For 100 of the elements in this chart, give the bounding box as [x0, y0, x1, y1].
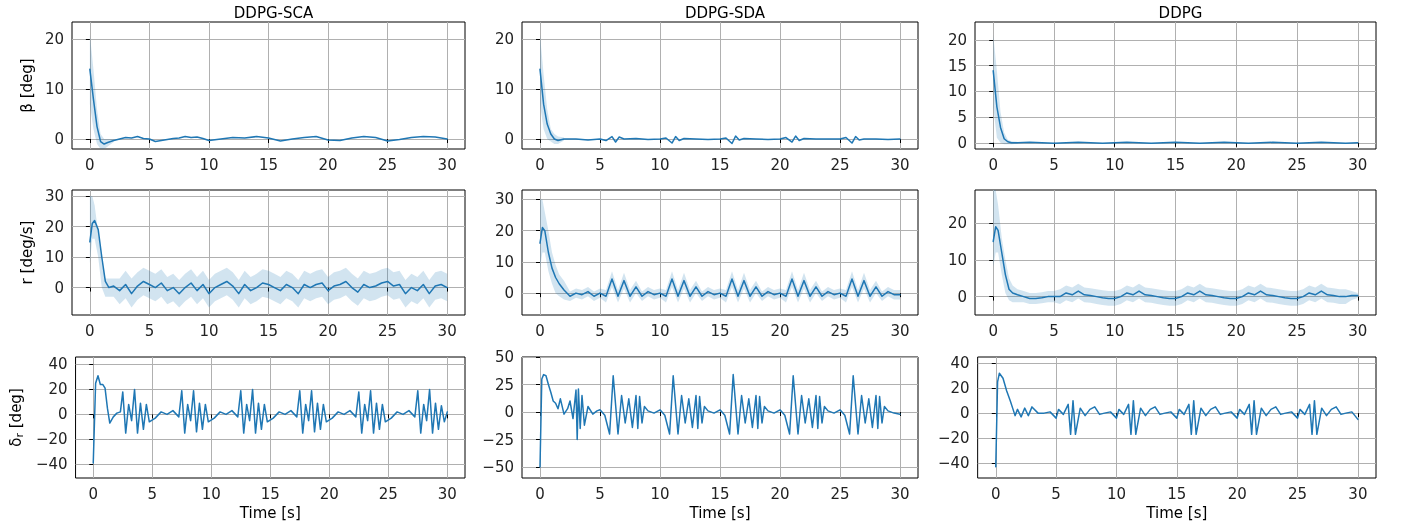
x-tick-label: 30 [437, 484, 457, 503]
y-tick-label: 0 [960, 404, 970, 423]
x-tick-label: 10 [1105, 155, 1125, 174]
x-tick-label: 5 [595, 155, 605, 174]
y-tick-label: 0 [54, 278, 64, 297]
x-tick-label: 15 [710, 155, 730, 174]
y-tick-label: 0 [58, 405, 68, 424]
x-tick-label: 0 [988, 321, 998, 340]
y-tick-label: 20 [494, 221, 514, 240]
y-tick-label: 0 [54, 130, 64, 149]
x-tick-label: 30 [1348, 484, 1368, 503]
y-tick-label: 10 [947, 82, 967, 101]
y-tick-label: 25 [494, 375, 514, 394]
y-tick-label: 20 [950, 379, 970, 398]
x-tick-label: 5 [595, 484, 605, 503]
line-series [992, 226, 1359, 300]
x-tick-label: 5 [144, 321, 155, 340]
chart-title: DDPG-SCA [233, 3, 314, 22]
x-tick-label: 0 [85, 321, 95, 340]
x-tick-label: 25 [1287, 484, 1308, 503]
x-tick-label: 10 [201, 484, 221, 503]
y-tick-label: 40 [950, 354, 970, 373]
y-tick-label: 5 [957, 108, 967, 127]
x-axis-title: Time [s] [688, 504, 751, 523]
line-series [539, 68, 901, 145]
line-series [89, 219, 448, 295]
x-tick-label: 0 [535, 484, 545, 503]
x-tick-label: 20 [770, 484, 790, 503]
y-tick-label: 50 [494, 348, 514, 366]
y-tick-label: 10 [44, 80, 64, 99]
x-tick-label: 15 [1167, 484, 1187, 503]
line-series [992, 70, 1359, 145]
y-axis-title: δr [deg] [6, 388, 26, 447]
y-tick-label: 15 [947, 56, 967, 75]
x-tick-label: 10 [1105, 321, 1125, 340]
x-tick-label: 20 [770, 321, 790, 340]
x-tick-label: 15 [258, 155, 279, 174]
x-tick-label: 25 [830, 484, 850, 503]
y-tick-label: 10 [44, 248, 64, 267]
x-tick-label: 15 [260, 484, 280, 503]
y-axis-title: r [deg/s] [17, 220, 36, 285]
x-tick-label: 30 [890, 155, 910, 174]
x-tick-label: 25 [1287, 155, 1307, 174]
x-tick-label: 30 [437, 321, 457, 340]
x-tick-label: 25 [378, 155, 398, 174]
x-tick-label: 5 [1049, 155, 1059, 174]
x-tick-label: 30 [890, 484, 910, 503]
chart-title: DDPG-SDA [684, 3, 766, 22]
x-tick-label: 30 [1348, 155, 1368, 174]
x-tick-label: 15 [1165, 155, 1186, 174]
x-tick-label: 5 [1049, 321, 1059, 340]
x-tick-label: 25 [830, 321, 850, 340]
x-tick-label: 10 [199, 321, 219, 340]
line-series [89, 68, 448, 145]
x-tick-label: 20 [319, 484, 339, 503]
x-tick-label: 10 [199, 155, 219, 174]
x-tick-label: 20 [1226, 155, 1246, 174]
line-series [539, 373, 901, 468]
x-tick-label: 5 [147, 484, 158, 503]
y-tick-label: 20 [44, 217, 64, 236]
x-tick-label: 15 [710, 321, 730, 340]
x-tick-label: 20 [318, 155, 338, 174]
y-tick-label: 0 [957, 133, 967, 152]
x-tick-label: 15 [258, 321, 279, 340]
line-series [995, 372, 1359, 468]
x-tick-label: 20 [1226, 321, 1246, 340]
x-tick-label: 0 [85, 155, 95, 174]
chart-title: DDPG [1158, 3, 1203, 22]
x-tick-label: 15 [1165, 321, 1186, 340]
x-tick-label: 20 [770, 155, 790, 174]
y-tick-label: 0 [957, 287, 967, 306]
x-tick-label: 30 [437, 155, 457, 174]
line-series [92, 374, 449, 464]
x-tick-label: 5 [1051, 484, 1061, 503]
x-tick-label: 25 [830, 155, 850, 174]
x-tick-label: 25 [378, 321, 398, 340]
y-tick-label: 0 [504, 130, 514, 149]
y-tick-label: −25 [482, 430, 514, 449]
y-tick-label: −40 [938, 454, 970, 473]
x-tick-label: 20 [1227, 484, 1247, 503]
x-axis-title: Time [s] [238, 504, 301, 523]
x-tick-label: 15 [710, 484, 730, 503]
x-tick-label: 10 [650, 321, 670, 340]
y-tick-label: −20 [938, 429, 970, 448]
x-tick-label: 0 [535, 155, 545, 174]
y-tick-label: −20 [35, 430, 68, 449]
x-tick-label: 20 [318, 321, 338, 340]
y-tick-label: 20 [947, 31, 967, 49]
y-tick-label: 20 [494, 30, 514, 49]
x-tick-label: 10 [1106, 484, 1127, 503]
x-tick-label: 30 [1348, 321, 1368, 340]
x-tick-label: 5 [144, 155, 155, 174]
x-tick-label: 10 [650, 484, 670, 503]
x-tick-label: 0 [535, 321, 545, 340]
x-axis-title: Time [s] [1145, 504, 1208, 523]
y-axis-title: β [deg] [17, 58, 36, 113]
y-tick-label: 20 [947, 214, 967, 233]
y-tick-label: 20 [48, 380, 68, 399]
y-tick-label: 10 [494, 252, 514, 271]
x-tick-label: 5 [595, 321, 605, 340]
